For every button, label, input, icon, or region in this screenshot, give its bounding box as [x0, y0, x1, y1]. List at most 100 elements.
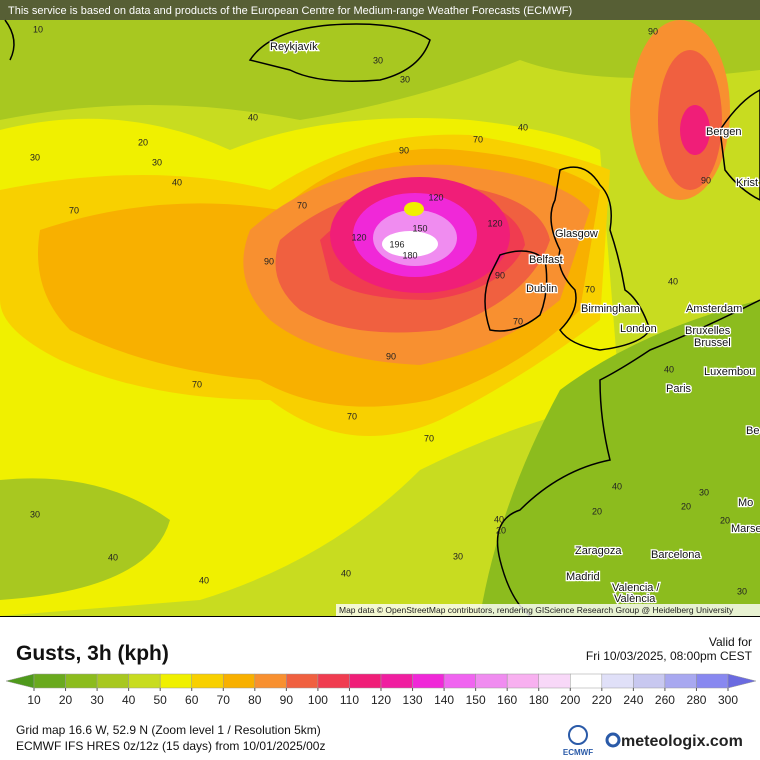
weather-map: Reykjavík Bergen Krist Glasgow Belfast D…: [0, 0, 760, 617]
city: Valencia /: [612, 582, 660, 594]
contour-label: 40: [494, 514, 504, 524]
contour-label: 90: [648, 26, 658, 36]
contour-label: 70: [69, 205, 79, 215]
valid-time: Fri 10/03/2025, 08:00pm CEST: [586, 649, 753, 663]
contour-label: 70: [585, 284, 595, 294]
city: Paris: [666, 383, 692, 395]
colorbar-tick-label: 100: [308, 693, 328, 707]
contour-labels: 10 20 30 30 40 40 30 30 40 70 90 70 70 120 150 120 120 19…: [30, 24, 747, 596]
city: Zaragoza: [575, 545, 622, 557]
colorbar-swatch: [506, 673, 539, 689]
colorbar-end: [727, 673, 757, 689]
contour-label: 40: [668, 276, 678, 286]
colorbar-tick-label: 20: [59, 693, 73, 707]
contour-label: 70: [192, 379, 202, 389]
great-britain: [550, 166, 651, 351]
colorbar-tick-label: 130: [403, 693, 423, 707]
city: Mo: [738, 497, 753, 509]
colorbar-swatch: [286, 673, 319, 689]
colorbar-swatch: [633, 673, 666, 689]
contour-label: 70: [513, 316, 523, 326]
colorbar-swatch: [412, 673, 445, 689]
contour-label: 90: [701, 175, 711, 185]
colorbar-tick-label: 180: [529, 693, 549, 707]
city: Krist: [736, 177, 758, 189]
contour-label: 30: [737, 586, 747, 596]
contour-label: 20: [592, 506, 602, 516]
city: Be: [746, 425, 759, 437]
city: Marse: [731, 523, 760, 535]
contour-label: 30: [152, 157, 162, 167]
city: Amsterdam: [686, 303, 742, 315]
city: Dublin: [526, 283, 557, 295]
brand-icon: [605, 732, 621, 748]
colorbar-swatch: [317, 673, 350, 689]
colorbar-swatch: [65, 673, 98, 689]
colorbar-tick-label: 120: [371, 693, 391, 707]
ecmwf-logo: ECMWF: [563, 725, 593, 757]
logo-icon: [568, 725, 588, 745]
contour-label: 70: [347, 411, 357, 421]
banner: [0, 0, 760, 20]
contour-label: 30: [30, 509, 40, 519]
greenland: [4, 19, 15, 61]
colorbar-tick-label: 10: [27, 693, 41, 707]
contour-label: 90: [399, 145, 409, 155]
iceland: [248, 23, 431, 82]
colorbar-tick-label: 110: [340, 693, 359, 707]
colorbar-tick-label: 240: [623, 693, 643, 707]
city-labels: Reykjavík Bergen Krist Glasgow Belfast D…: [269, 40, 760, 607]
attribution-bg: [336, 604, 760, 616]
city: Glasgow: [555, 228, 598, 240]
colorbar-tick-label: 280: [686, 693, 706, 707]
contour-label: 40: [172, 177, 182, 187]
colorbar-swatch: [159, 673, 192, 689]
norway: [719, 89, 760, 201]
contour-label: 90: [386, 351, 396, 361]
city: Brussel: [694, 337, 731, 349]
colorbar-swatch: [538, 673, 571, 689]
colorbar-swatch: [349, 673, 382, 689]
notice: This service is based on data and produc…: [8, 5, 572, 17]
city: Madrid: [566, 571, 600, 583]
contour-label: 40: [248, 112, 258, 122]
contour-label: 120: [487, 218, 502, 228]
colorbar-tick-label: 150: [466, 693, 486, 707]
ecmwf-label: ECMWF: [563, 748, 593, 757]
colorbar-tick-label: 80: [248, 693, 262, 707]
contour-label: 40: [664, 364, 674, 374]
contour-label: 150: [412, 223, 427, 233]
field: [0, 0, 760, 120]
contour-label: 30: [30, 152, 40, 162]
city: Luxembou: [704, 366, 755, 378]
colorbar-tick-label: 140: [434, 693, 454, 707]
coastlines: [4, 19, 760, 617]
colorbar-swatch: [223, 673, 256, 689]
contour-label: 70: [473, 134, 483, 144]
contour-label: 40: [612, 481, 622, 491]
brand: meteologix.com: [621, 733, 743, 750]
contour-label: 196: [389, 239, 404, 249]
colorbar-swatch: [128, 673, 161, 689]
grid-info: Grid map 16.6 W, 52.9 N (Zoom level 1 / …: [16, 723, 321, 737]
colorbar-swatch: [475, 673, 508, 689]
contour-label: 40: [199, 575, 209, 585]
contour-label: 30: [400, 74, 410, 84]
colorbar-tick-label: 90: [280, 693, 294, 707]
attribution: Map data © OpenStreetMap contributors, r…: [339, 605, 734, 615]
contour-label: 70: [297, 200, 307, 210]
colorbar-tick-label: 70: [217, 693, 231, 707]
colorbar-tick-label: 60: [185, 693, 199, 707]
contour-label: 30: [453, 551, 463, 561]
contour-label: 120: [351, 232, 366, 242]
colorbar-tick-label: 30: [90, 693, 104, 707]
field: [382, 231, 438, 257]
colorbar-swatch: [380, 673, 413, 689]
contour-label: 10: [33, 24, 43, 34]
contour-label: 40: [341, 568, 351, 578]
valid-label: Valid for: [709, 635, 752, 649]
contour-label: 90: [495, 270, 505, 280]
colorbar-tick-label: 50: [154, 693, 168, 707]
field: [404, 202, 424, 216]
